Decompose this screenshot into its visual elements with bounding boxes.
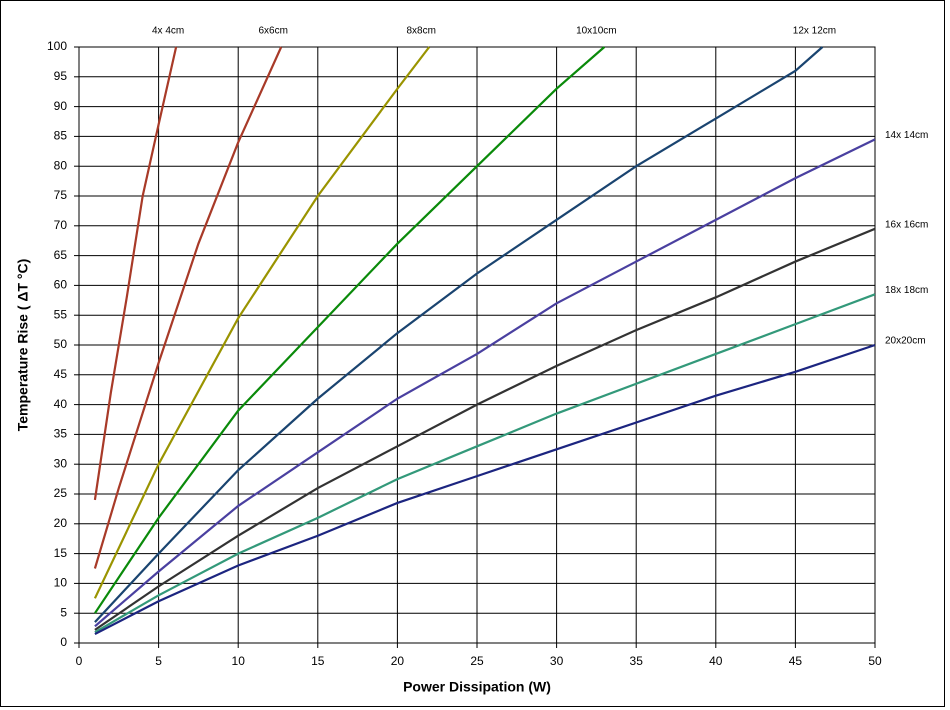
- y-tick-label: 20: [54, 516, 68, 530]
- series-label: 18x 18cm: [885, 285, 928, 296]
- y-axis-title: Temperature Rise ( ΔT °C): [15, 259, 31, 432]
- y-tick-label: 30: [54, 456, 68, 470]
- x-tick-label: 0: [76, 654, 83, 668]
- y-tick-label: 95: [54, 69, 68, 83]
- x-tick-label: 20: [391, 654, 405, 668]
- series-line: [94, 46, 606, 614]
- y-tick-label: 55: [54, 307, 68, 321]
- y-tick-label: 70: [54, 218, 68, 232]
- x-tick-label: 45: [789, 654, 803, 668]
- y-tick-label: 45: [54, 367, 68, 381]
- series-line: [94, 227, 875, 631]
- y-tick-label: 75: [54, 188, 68, 202]
- series-label: 12x 12cm: [793, 26, 836, 37]
- series-label: 14x 14cm: [885, 130, 928, 141]
- x-tick-label: 25: [470, 654, 484, 668]
- series-line: [93, 46, 178, 501]
- y-tick-label: 25: [54, 486, 68, 500]
- series-label: 8x8cm: [407, 26, 436, 37]
- series-line: [94, 46, 824, 623]
- x-axis-title: Power Dissipation (W): [403, 679, 551, 695]
- series-line: [94, 343, 875, 636]
- y-tick-label: 10: [54, 576, 68, 590]
- series-line: [93, 46, 283, 569]
- x-tick-label: 5: [155, 654, 162, 668]
- series-label: 10x10cm: [576, 26, 617, 37]
- series-label: 6x6cm: [258, 26, 287, 37]
- y-tick-label: 35: [54, 427, 68, 441]
- series-label: 4x 4cm: [152, 26, 184, 37]
- x-tick-label: 10: [232, 654, 246, 668]
- x-tick-label: 50: [868, 654, 882, 668]
- y-tick-label: 65: [54, 248, 68, 262]
- x-tick-label: 35: [630, 654, 644, 668]
- x-tick-label: 30: [550, 654, 564, 668]
- y-tick-label: 100: [47, 39, 67, 53]
- x-tick-label: 40: [709, 654, 723, 668]
- series-line: [94, 138, 875, 628]
- y-tick-label: 0: [60, 635, 67, 649]
- y-tick-label: 5: [60, 605, 67, 619]
- series-line: [93, 46, 431, 599]
- series-line: [94, 293, 875, 634]
- y-tick-label: 15: [54, 546, 68, 560]
- series-label: 20x20cm: [885, 336, 926, 347]
- y-tick-label: 80: [54, 158, 68, 172]
- y-tick-label: 50: [54, 337, 68, 351]
- y-tick-label: 40: [54, 397, 68, 411]
- x-tick-label: 15: [311, 654, 325, 668]
- y-tick-label: 85: [54, 129, 68, 143]
- series-label: 16x 16cm: [885, 219, 928, 230]
- y-tick-label: 60: [54, 278, 68, 292]
- y-tick-label: 90: [54, 99, 68, 113]
